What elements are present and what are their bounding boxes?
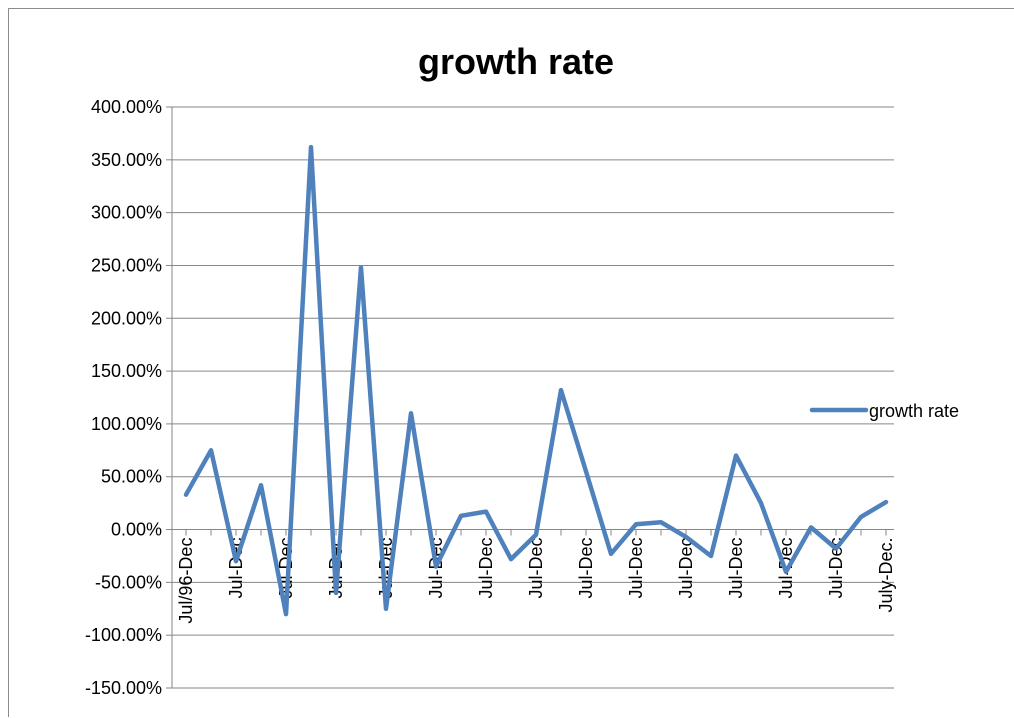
y-tick-label: 250.00% [91, 255, 162, 275]
x-tick-label: Jul-Dec [626, 538, 646, 599]
chart-frame: growth rate -150.00% -100.00% -50.00% 0.00%… [8, 8, 1014, 717]
line-chart: growth rate -150.00% -100.00% -50.00% 0.00%… [9, 9, 1014, 718]
y-tick-label: 100.00% [91, 414, 162, 434]
y-tick-label: 350.00% [91, 150, 162, 170]
gridlines [172, 107, 894, 688]
legend-label: growth rate [869, 401, 959, 421]
y-tick-label: 50.00% [101, 467, 162, 487]
x-tick-label: Jul-Dec [526, 538, 546, 599]
x-tick-label: Jul-Dec [676, 538, 696, 599]
y-tick-label: -150.00% [85, 678, 162, 698]
x-tick-label: Jul/96-Dec [176, 538, 196, 624]
y-tick-label: 300.00% [91, 203, 162, 223]
x-tick-label: Jul-Dec [476, 538, 496, 599]
legend: growth rate [812, 401, 959, 421]
y-tick-label: -100.00% [85, 625, 162, 645]
y-tick-label: 400.00% [91, 97, 162, 117]
x-tick-label: Jul-Dec [726, 538, 746, 599]
x-tick-label: Jul-Dec [576, 538, 596, 599]
chart-title: growth rate [418, 41, 614, 82]
y-tick-label: 150.00% [91, 361, 162, 381]
y-tick-label: 0.00% [111, 520, 162, 540]
x-tick-label: July-Dec. [876, 538, 896, 613]
y-tick-label: -50.00% [95, 572, 162, 592]
y-axis-ticks: -150.00% -100.00% -50.00% 0.00% 50.00% 100.00… [85, 97, 172, 698]
y-tick-label: 200.00% [91, 308, 162, 328]
